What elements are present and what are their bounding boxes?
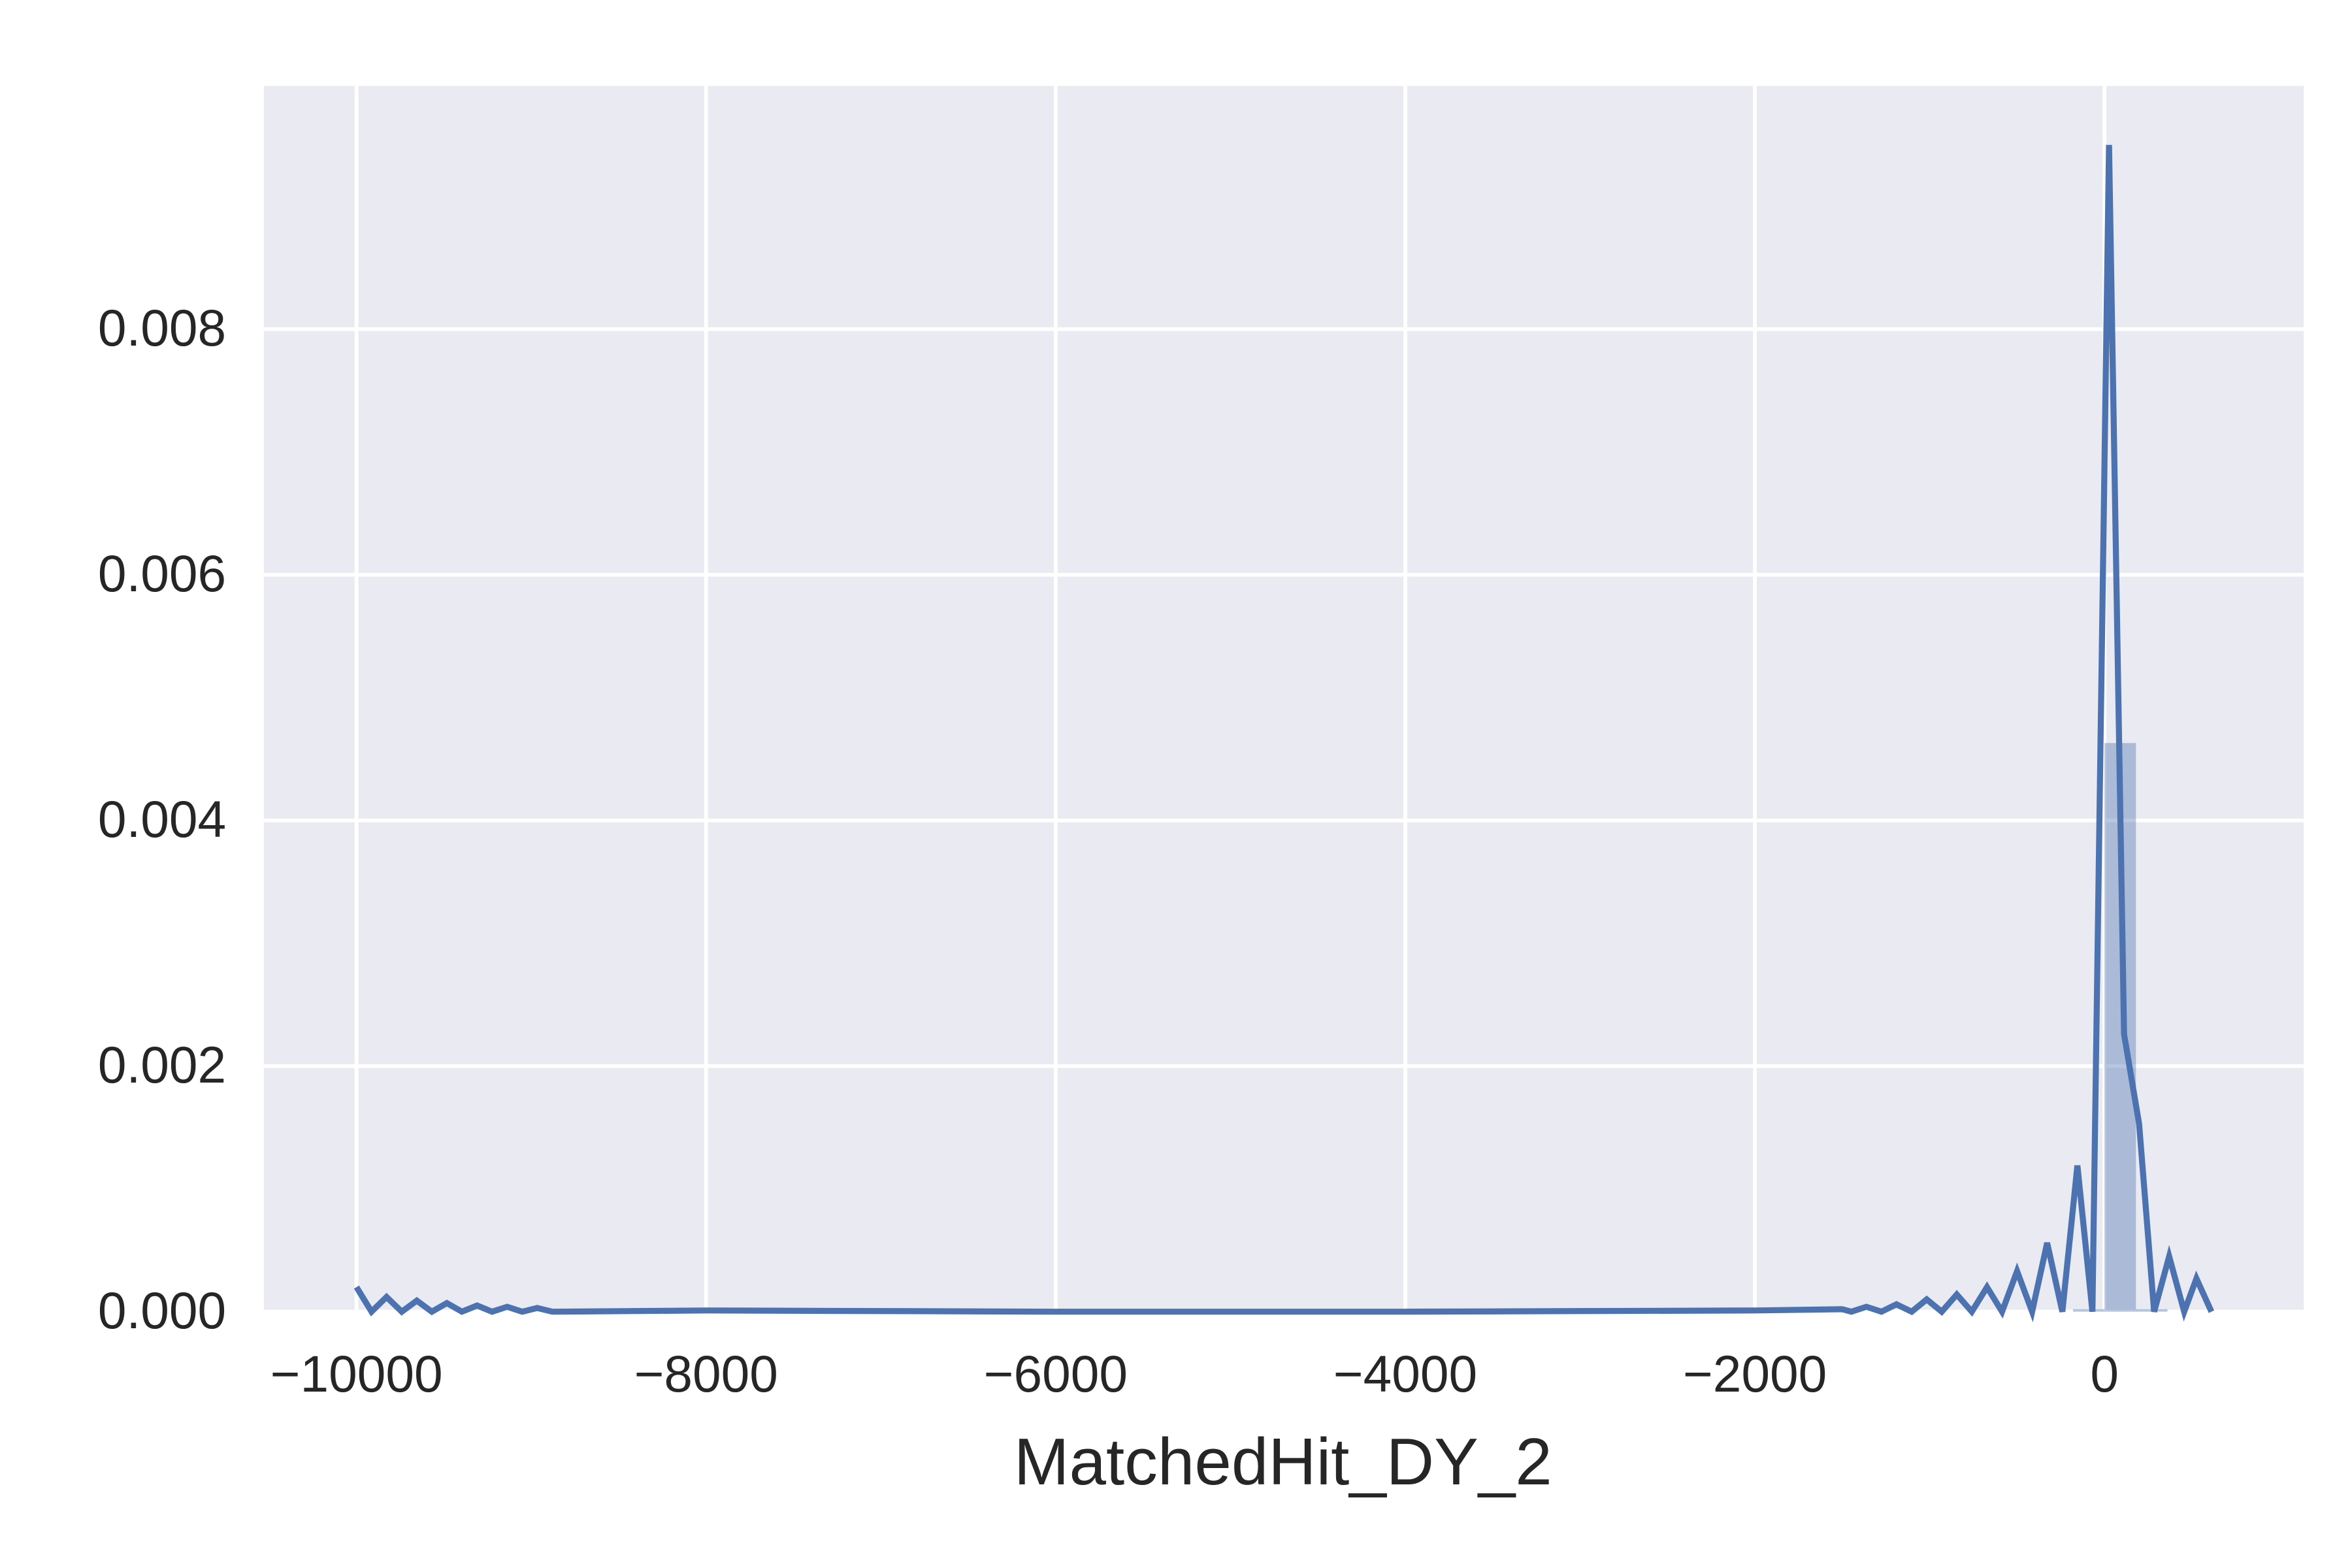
y-tick-label: 0.002: [98, 1036, 226, 1094]
kde-line: [353, 144, 2215, 1323]
x-tick-label: −4000: [1333, 1345, 1477, 1403]
x-tick-label: −8000: [634, 1345, 778, 1403]
y-tick-label: 0.008: [98, 299, 226, 357]
plot-background: [263, 86, 2304, 1312]
y-tick-label: 0.000: [98, 1282, 226, 1339]
x-tick-label: −2000: [1683, 1345, 1827, 1403]
y-tick-label: 0.004: [98, 791, 226, 848]
x-tick-label: 0: [2090, 1345, 2119, 1403]
x-tick-label: −10000: [270, 1345, 443, 1403]
y-tick-label: 0.006: [98, 545, 226, 602]
x-axis-label: MatchedHit_DY_2: [1014, 1424, 1552, 1499]
histogram-bar: [2072, 1309, 2105, 1312]
x-tick-label: −6000: [984, 1345, 1128, 1403]
